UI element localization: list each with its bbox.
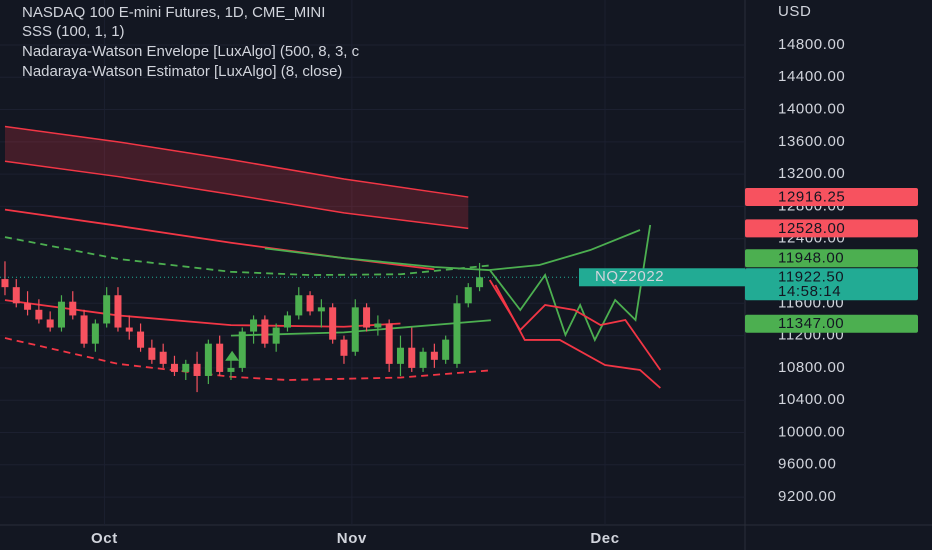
envelope-lower (4, 160, 469, 230)
y-tick-label: 9200.00 (778, 488, 836, 505)
price-tag-bg (745, 188, 918, 207)
price-tag-bg (745, 249, 918, 268)
indicator-label: Nadaraya-Watson Estimator [LuxAlgo] (8, … (22, 63, 342, 80)
candle-body (69, 301, 77, 316)
price-tag: 12916.25 (778, 189, 845, 206)
candle-body (114, 295, 122, 328)
chart-title: NASDAQ 100 E-mini Futures, 1D, CME_MINI (22, 4, 325, 21)
indicator-line (4, 236, 491, 276)
candle-body (103, 295, 111, 324)
candle-body (57, 301, 65, 328)
candle-body (329, 307, 337, 340)
candle-body (374, 323, 382, 328)
candle-body (204, 343, 212, 376)
candle-body (24, 303, 32, 310)
candle-body (295, 295, 303, 316)
y-tick-label: 10400.00 (778, 391, 845, 408)
candle-body (363, 307, 371, 328)
candle-body (419, 351, 427, 368)
y-tick-label: 14000.00 (778, 101, 845, 118)
candle-body (46, 319, 54, 328)
symbol-tag: NQZ2022 (595, 268, 664, 285)
candle-body (272, 327, 280, 344)
y-tick-label: 13200.00 (778, 165, 845, 182)
price-tag-bg (745, 268, 918, 301)
candle-body (261, 319, 269, 344)
candle-body (476, 277, 484, 288)
candle-body (283, 315, 291, 328)
y-tick-label: 14400.00 (778, 68, 845, 85)
candle-body (35, 309, 43, 320)
countdown: 14:58:14 (778, 283, 841, 300)
candle-body (170, 363, 178, 372)
overlay: NASDAQ 100 E-mini Futures, 1D, CME_MINI … (22, 3, 811, 287)
x-tick-label: Dec (590, 530, 619, 547)
indicator-label: Nadaraya-Watson Envelope [LuxAlgo] (500,… (22, 43, 360, 60)
y-tick-label: 13600.00 (778, 133, 845, 150)
candle-body (396, 347, 404, 364)
price-tag-bg (745, 314, 918, 333)
currency-label: USD (778, 3, 811, 20)
indicator-line (4, 299, 401, 328)
envelope-band (4, 126, 469, 229)
candle-body (80, 315, 88, 344)
candle-body (159, 351, 167, 364)
candle-body (340, 339, 348, 356)
candle-body (464, 287, 472, 304)
candle-body (193, 363, 201, 376)
candle-body (148, 347, 156, 360)
indicator-label: SSS (100, 1, 1) (22, 23, 125, 40)
price-tag: 11922.50 (778, 269, 844, 286)
candle-body (442, 339, 450, 360)
y-tick-label: 10000.00 (778, 423, 845, 440)
envelope-upper (4, 125, 469, 198)
indicator-line (494, 284, 661, 389)
candle-body (125, 327, 133, 332)
indicator-line (230, 319, 491, 337)
symbol-tag-bg (579, 268, 745, 287)
x-tick-label: Oct (91, 530, 118, 547)
price-tag: 11347.00 (778, 315, 844, 332)
candle-body (306, 295, 314, 312)
price-tag: 12528.00 (778, 220, 845, 237)
candle-body (453, 303, 461, 364)
candle-body (12, 287, 20, 304)
signal-marker (225, 350, 240, 361)
y-tick-label: 10800.00 (778, 359, 845, 376)
candle-body (137, 331, 145, 348)
candle-body (385, 323, 393, 364)
price-tag: 11948.00 (778, 250, 844, 267)
candle-body (216, 343, 224, 372)
candle-body (238, 331, 246, 368)
candle-body (430, 351, 438, 360)
candle-body (317, 307, 325, 312)
candle-body (408, 347, 416, 368)
candle-body (182, 363, 190, 372)
x-tick-label: Nov (337, 530, 367, 547)
y-tick-label: 14800.00 (778, 36, 845, 53)
price-tag-bg (745, 219, 918, 238)
candle-body (351, 307, 359, 352)
plot-area (0, 0, 745, 525)
indicator-line (489, 229, 641, 271)
indicator-line (489, 224, 652, 343)
candle-body (91, 323, 99, 344)
indicator-line (4, 337, 491, 381)
y-tick-label: 9600.00 (778, 456, 836, 473)
candle-body (250, 319, 258, 332)
candle-body (227, 367, 235, 372)
candle-body (1, 279, 9, 288)
